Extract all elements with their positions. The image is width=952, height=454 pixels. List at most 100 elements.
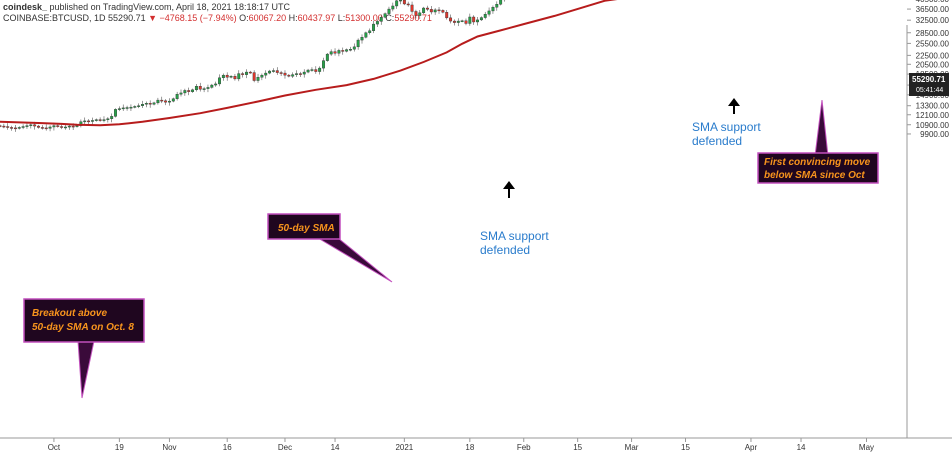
candle-body — [322, 60, 325, 69]
candle-body — [395, 0, 399, 7]
candle-body — [418, 12, 422, 16]
candle-body — [117, 108, 121, 110]
candle-body — [237, 73, 241, 80]
candle-body — [94, 119, 98, 121]
candle-body — [437, 9, 441, 12]
candle-body — [298, 73, 302, 75]
plot-area[interactable] — [0, 25, 907, 438]
candle-body — [337, 50, 341, 54]
candle-body — [225, 74, 229, 78]
candle-body — [306, 69, 310, 73]
symbol-label[interactable]: COINBASE:BTCUSD, 1D — [3, 13, 106, 23]
time-tick-label: Dec — [278, 443, 292, 452]
candle-body — [464, 20, 468, 24]
time-tick-label: Feb — [517, 443, 531, 452]
candle-body — [479, 17, 483, 21]
candle-body — [83, 120, 87, 123]
candle-body — [160, 99, 164, 102]
candle-body — [483, 13, 487, 18]
candle-body — [399, 0, 402, 2]
time-tick-label: 14 — [331, 443, 340, 452]
candle-body — [468, 16, 472, 24]
candle-body — [345, 49, 349, 52]
candle-body — [260, 74, 264, 78]
candle-body — [13, 127, 17, 130]
candle-body — [406, 3, 410, 6]
open-label: O: — [239, 13, 249, 23]
sma-50-line[interactable] — [0, 0, 828, 127]
chart-header-line1: coindesk_ published on TradingView.com, … — [3, 2, 290, 12]
price-axis[interactable]: 9900.0010900.0012100.0013300.0014900.001… — [907, 0, 950, 139]
price-tick-label: 36500.00 — [916, 5, 950, 14]
price-tick-label: 9900.00 — [920, 130, 949, 139]
candle-body — [214, 83, 218, 86]
candle-body — [148, 103, 152, 105]
time-axis[interactable]: Oct 19 Nov 16 Dec 14 2021 18 Feb 15 Mar 15 Apr 14 May — [48, 438, 874, 452]
candle-body — [495, 4, 499, 8]
candle-body — [426, 7, 429, 10]
candle-body — [187, 90, 191, 92]
candle-body — [164, 100, 168, 103]
candle-body — [121, 107, 125, 110]
current-price-badge: 55290.71 05:41:44 — [909, 73, 949, 96]
candle-body — [17, 127, 21, 129]
candle-body — [449, 17, 453, 22]
candle-body — [460, 20, 464, 22]
candle-body — [414, 11, 418, 16]
candle-body — [445, 12, 449, 19]
candle-body — [268, 70, 272, 74]
time-tick-label: Apr — [745, 443, 758, 452]
candle-body — [198, 86, 202, 90]
candle-body — [429, 9, 433, 13]
candle-body — [210, 84, 214, 88]
candle-body — [98, 119, 102, 121]
annotation-support-2-line2: defended — [692, 134, 742, 148]
candle-body — [433, 9, 437, 13]
candle-body — [368, 30, 372, 33]
annotation-support-1: SMA support defended — [480, 181, 549, 257]
candle-body — [152, 102, 156, 105]
candle-body — [175, 93, 179, 99]
candle-body — [133, 106, 137, 108]
candle-body — [248, 71, 252, 74]
candle-body — [125, 107, 129, 109]
candle-body — [383, 13, 387, 18]
candle-body — [60, 126, 64, 128]
annotation-support-2-line1: SMA support — [692, 120, 761, 134]
candle-body — [491, 7, 495, 12]
time-tick-label: 19 — [115, 443, 124, 452]
price-tick-label: 20500.00 — [916, 60, 950, 69]
candle-body — [356, 39, 360, 48]
candle-body — [241, 73, 245, 75]
candle-body — [141, 104, 144, 106]
candle-body — [318, 67, 322, 72]
annotation-first-move: First convincing move below SMA since Oc… — [757, 99, 879, 184]
candle-body — [422, 7, 426, 14]
candle-body — [229, 76, 233, 78]
candle-body — [106, 118, 110, 120]
candle-body — [441, 10, 445, 13]
author-name[interactable]: coindesk_ — [3, 2, 48, 12]
candle-body — [379, 17, 383, 22]
candle-body — [314, 69, 318, 72]
candle-body — [194, 86, 198, 91]
high-label: H: — [288, 13, 298, 23]
time-tick-label: 15 — [573, 443, 582, 452]
annotation-sma-label: 50-day SMA — [267, 213, 393, 283]
candle-body — [233, 76, 237, 80]
candle-body — [476, 19, 479, 23]
candle-body — [402, 0, 406, 5]
candle-body — [129, 106, 133, 109]
candles — [0, 0, 506, 132]
time-tick-label: Mar — [625, 443, 639, 452]
candle-body — [310, 69, 314, 71]
annotation-breakout-line2: 50-day SMA on Oct. 8 — [32, 322, 134, 333]
close-label: C: — [385, 13, 395, 23]
candle-body — [2, 125, 6, 128]
candle-body — [179, 92, 183, 95]
price-tick-label: 13300.00 — [916, 102, 950, 111]
time-tick-label: May — [859, 443, 874, 452]
candle-body — [167, 100, 171, 103]
candle-body — [202, 88, 206, 90]
